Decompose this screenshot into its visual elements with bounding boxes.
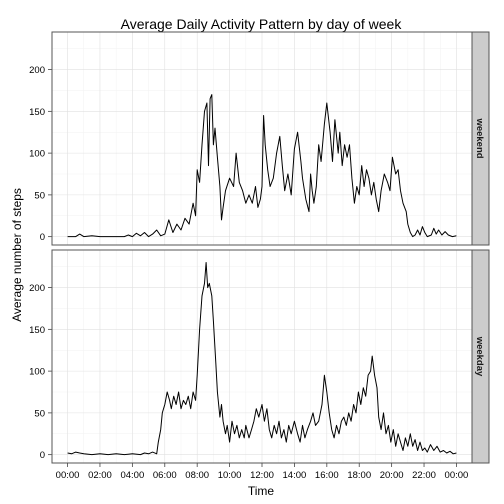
facet-label-weekend: weekend	[474, 117, 485, 158]
y-tick-label: 150	[29, 107, 45, 118]
x-axis: 00:00 02:00 04:00 06:00 08:00 10:00 12:00 14:00…	[56, 463, 469, 481]
y-tick-label: 100	[29, 367, 45, 378]
x-tick-label: 20:00	[380, 470, 404, 481]
y-tick-label: 50	[34, 408, 45, 419]
y-tick-label: 0	[40, 232, 45, 243]
x-tick-label: 00:00	[445, 470, 469, 481]
y-tick-label: 0	[40, 450, 45, 461]
y-axis-title: Average number of steps	[10, 188, 24, 322]
x-tick-label: 12:00	[250, 470, 274, 481]
x-axis-title: Time	[248, 484, 275, 498]
y-tick-label: 200	[29, 283, 45, 294]
x-tick-label: 08:00	[185, 470, 209, 481]
facet-panels: 0 50 100 150 200 weekend 0 50 100 150 200 weekday	[29, 32, 489, 463]
x-tick-label: 14:00	[283, 470, 307, 481]
x-tick-label: 06:00	[153, 470, 177, 481]
y-tick-label: 200	[29, 65, 45, 76]
x-tick-label: 16:00	[315, 470, 339, 481]
y-tick-label: 150	[29, 325, 45, 336]
x-tick-label: 10:00	[218, 470, 242, 481]
x-tick-label: 04:00	[120, 470, 144, 481]
y-tick-label: 100	[29, 149, 45, 160]
x-tick-label: 00:00	[56, 470, 80, 481]
panel-weekend: 0 50 100 150 200 weekend	[29, 32, 489, 245]
chart-title: Average Daily Activity Pattern by day of…	[121, 16, 403, 32]
x-tick-label: 18:00	[347, 470, 371, 481]
x-tick-label: 22:00	[412, 470, 436, 481]
facet-label-weekday: weekday	[474, 336, 485, 377]
y-tick-label: 50	[34, 190, 45, 201]
panel-weekday: 0 50 100 150 200 weekday	[29, 250, 489, 463]
x-tick-label: 02:00	[88, 470, 112, 481]
